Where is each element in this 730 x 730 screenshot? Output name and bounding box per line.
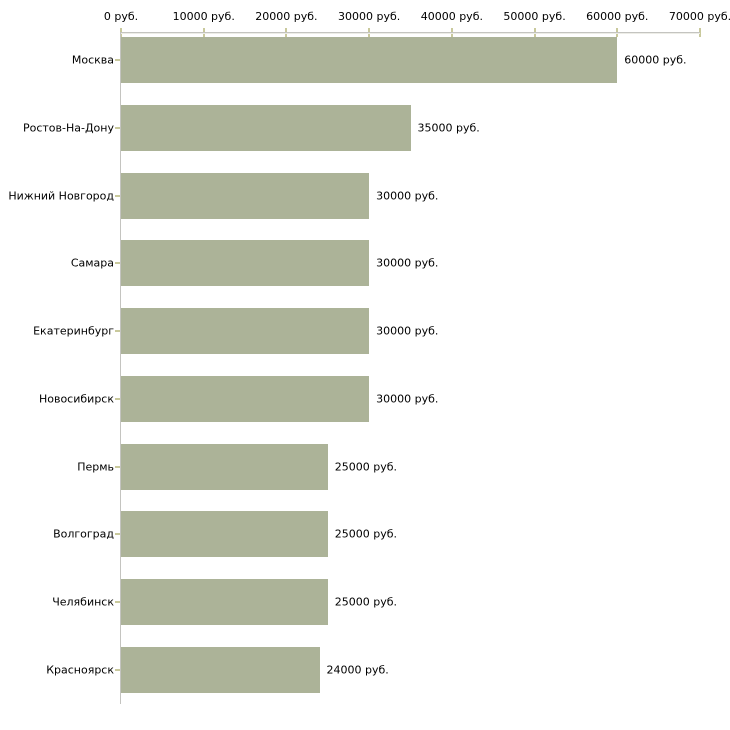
x-axis-tick-label: 60000 руб. [586, 10, 649, 23]
y-axis-tick [115, 126, 120, 129]
x-axis-line [121, 32, 700, 33]
x-axis-tick-label: 10000 руб. [172, 10, 235, 23]
bar[interactable] [121, 647, 320, 694]
value-label: 35000 руб. [417, 121, 480, 135]
category-label: Москва [71, 53, 114, 67]
category-label: Красноярск [46, 663, 114, 677]
bar[interactable] [121, 511, 328, 558]
y-axis-tick [115, 669, 120, 672]
bar[interactable] [121, 172, 370, 219]
y-axis-tick [115, 465, 120, 468]
value-label: 24000 руб. [326, 663, 389, 677]
x-axis-tick-label: 50000 руб. [503, 10, 566, 23]
category-label: Нижний Новгород [8, 189, 114, 203]
y-axis-line [120, 32, 121, 704]
bar[interactable] [121, 375, 370, 422]
value-label: 30000 руб. [376, 392, 439, 406]
y-axis-tick [115, 59, 120, 61]
y-axis-tick [115, 194, 120, 197]
value-label: 30000 руб. [376, 256, 439, 270]
value-label: 25000 руб. [334, 460, 398, 474]
x-axis-tick-label: 30000 руб. [338, 10, 401, 23]
category-label: Новосибирск [38, 392, 114, 406]
value-label: 25000 руб. [334, 527, 398, 541]
category-label: Екатеринбург [33, 324, 114, 338]
x-axis-tick-label: 40000 руб. [420, 10, 483, 23]
x-axis-line-highlight [121, 33, 700, 34]
category-label: Ростов-На-Дону [22, 121, 114, 135]
x-axis-tick-label: 20000 руб. [255, 10, 318, 23]
y-axis-tick [115, 330, 120, 333]
bar[interactable] [121, 308, 370, 355]
bar[interactable] [121, 579, 328, 626]
y-axis-tick [115, 262, 120, 265]
bar[interactable] [121, 104, 411, 151]
x-axis-tick [699, 28, 701, 37]
category-label: Волгоград [53, 527, 114, 541]
category-label: Пермь [77, 460, 114, 474]
value-label: 25000 руб. [334, 595, 398, 609]
category-label: Челябинск [52, 595, 114, 609]
y-axis-tick [115, 397, 120, 400]
y-axis-tick [115, 533, 120, 536]
bar[interactable] [121, 37, 618, 83]
category-label: Самара [70, 256, 114, 270]
value-label: 30000 руб. [376, 324, 439, 338]
x-axis-tick-label: 70000 руб. [668, 10, 730, 23]
y-axis-tick [115, 601, 120, 604]
value-label: 30000 руб. [376, 189, 439, 203]
x-axis-tick-label: 0 руб. [103, 10, 139, 23]
bar[interactable] [121, 240, 370, 287]
value-label: 60000 руб. [624, 53, 687, 67]
bar[interactable] [121, 443, 328, 490]
